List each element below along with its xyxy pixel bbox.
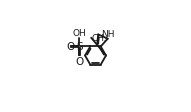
Text: CH₃: CH₃ bbox=[92, 34, 108, 43]
Text: O: O bbox=[75, 56, 83, 66]
Text: S: S bbox=[76, 42, 83, 52]
Text: OH: OH bbox=[72, 29, 86, 38]
Text: NH: NH bbox=[101, 29, 114, 38]
Text: O: O bbox=[66, 42, 74, 52]
